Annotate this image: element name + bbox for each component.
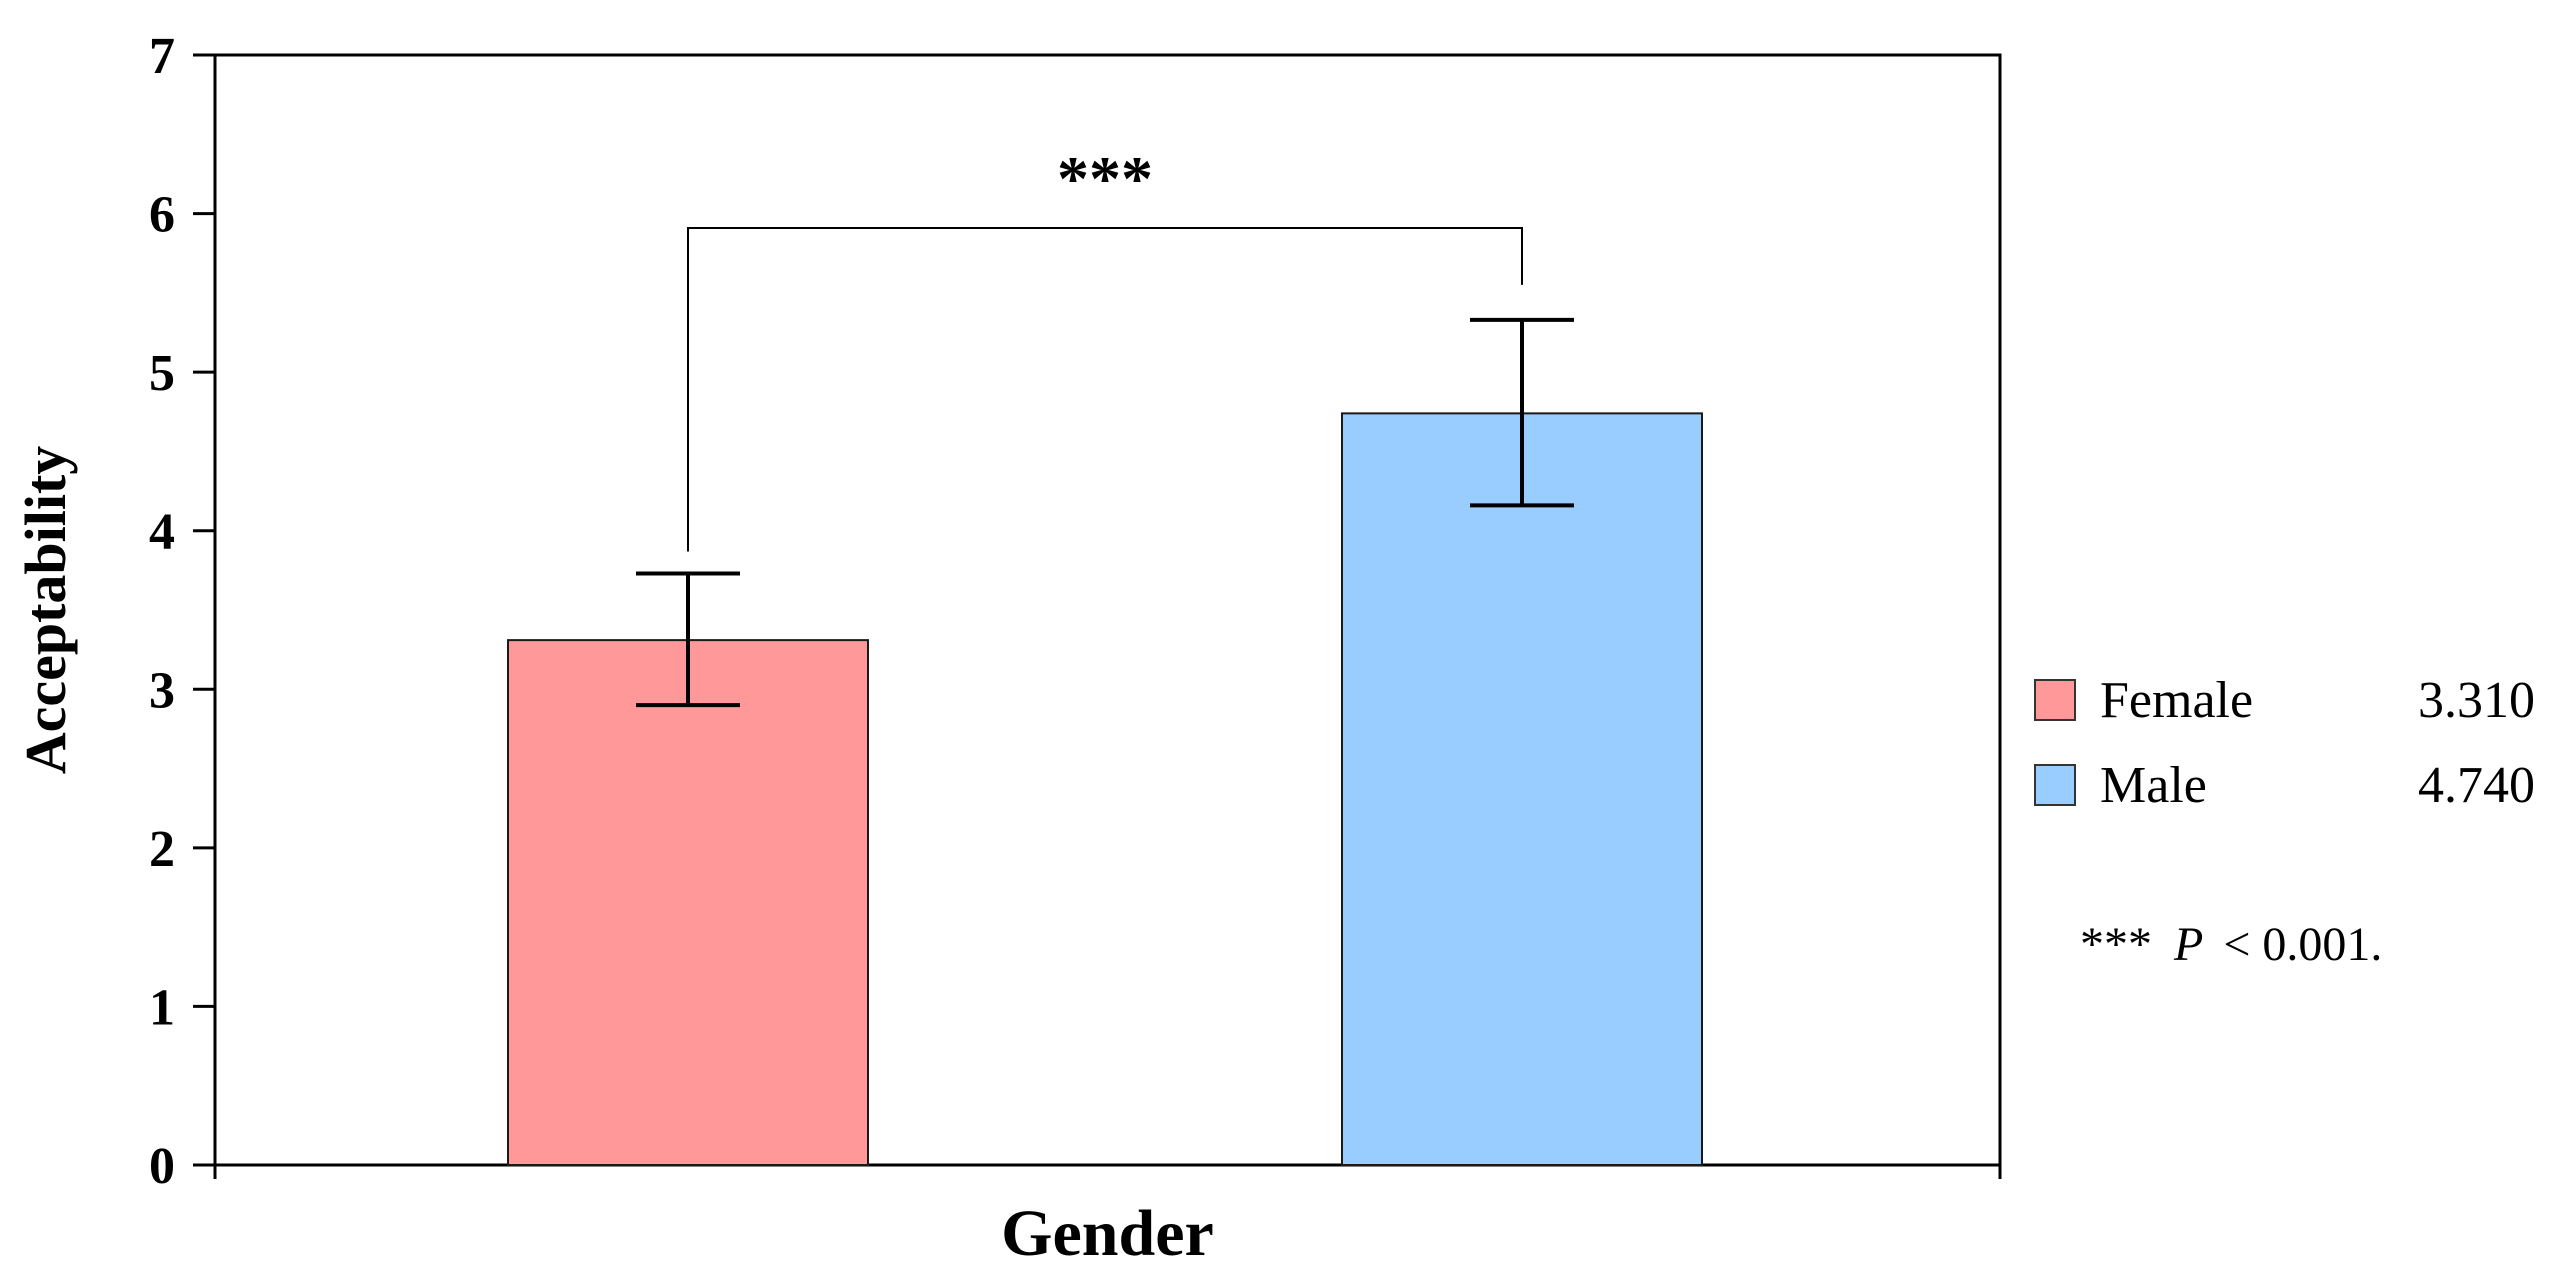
y-tick-label: 7	[149, 28, 175, 85]
significance-label: ***	[1057, 143, 1153, 214]
bar-male	[1341, 412, 1703, 1167]
y-tick-label: 6	[149, 187, 175, 244]
error-bars	[636, 317, 1574, 708]
note-stars: ***	[2080, 918, 2152, 971]
y-axis-title: Acceptability	[13, 446, 78, 775]
y-tick-label: 2	[149, 821, 175, 878]
legend-value-female: 3.310	[2418, 672, 2535, 729]
y-tick-label: 0	[149, 1138, 175, 1195]
y-tick-label: 4	[149, 504, 175, 561]
y-tick-label: 3	[149, 662, 175, 719]
significance-bracket: ***	[687, 143, 1523, 552]
y-tick-label: 5	[149, 345, 175, 402]
bars	[507, 412, 1703, 1167]
note-rest: < 0.001.	[2223, 918, 2382, 971]
legend-label-male: Male	[2100, 757, 2207, 814]
note-p: P	[2173, 918, 2203, 971]
plot-border	[213, 53, 2002, 1167]
legend-label-female: Female	[2100, 672, 2253, 729]
legend-swatch-male	[2034, 764, 2076, 806]
x-axis-title: Gender	[1001, 1197, 1214, 1270]
legend-swatch-female	[2034, 679, 2076, 721]
significance-bracket-line	[687, 227, 1523, 552]
plot-frame	[213, 53, 2002, 1167]
legend-value-male: 4.740	[2418, 757, 2535, 814]
bar-female	[507, 639, 869, 1166]
y-axis-ticks: 0 1 2 3 4 5 6 7	[149, 28, 2002, 1195]
legend: Female 3.310 Male 4.740	[2034, 672, 2535, 814]
y-tick-label: 1	[149, 979, 175, 1036]
significance-note: *** P < 0.001.	[2080, 918, 2382, 971]
